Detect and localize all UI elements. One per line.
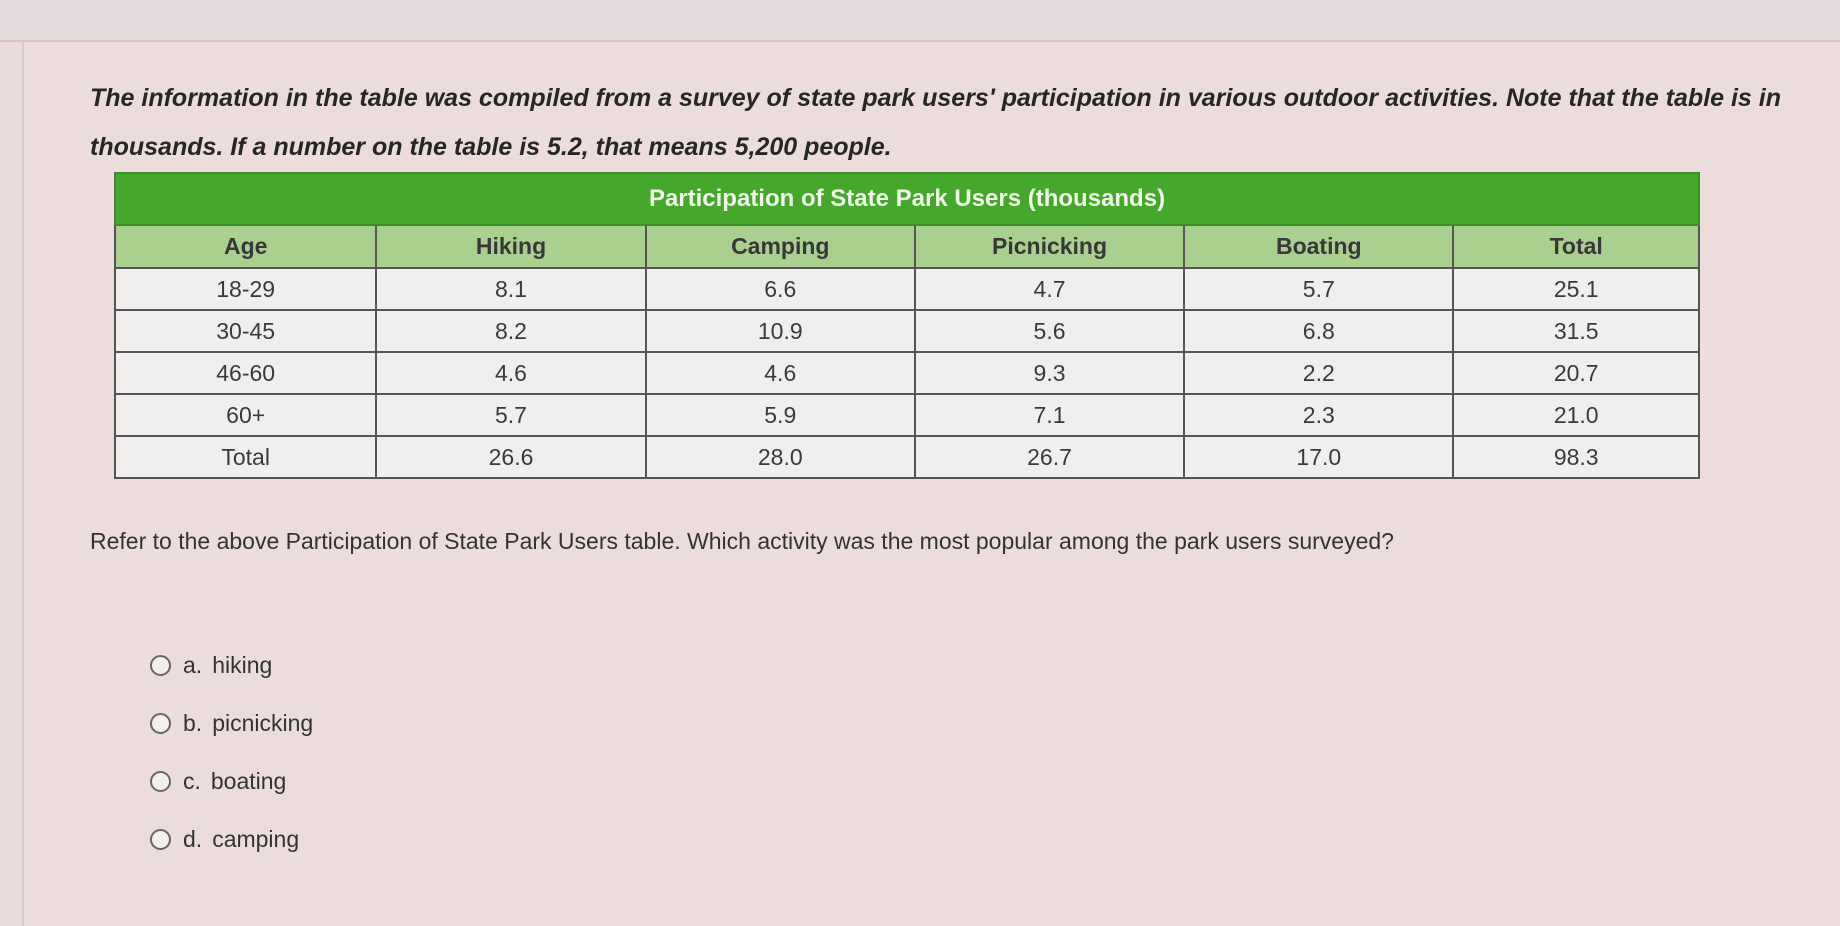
column-header: Total xyxy=(1452,224,1700,269)
table-cell: 5.9 xyxy=(644,393,916,437)
table-cell: 25.1 xyxy=(1452,267,1700,311)
table-title: Participation of State Park Users (thous… xyxy=(114,172,1700,226)
table-cell: 4.6 xyxy=(375,351,647,395)
table-cell: 5.7 xyxy=(375,393,647,437)
answer-option[interactable]: d. camping xyxy=(150,826,299,853)
table-cell: 21.0 xyxy=(1452,393,1700,437)
table-row: 18-29 8.1 6.6 4.7 5.7 25.1 xyxy=(113,267,1700,311)
option-label: boating xyxy=(210,768,287,794)
table-cell: 9.3 xyxy=(913,351,1186,395)
table-cell: 7.1 xyxy=(913,393,1186,437)
radio-button[interactable] xyxy=(150,771,171,792)
column-header: Camping xyxy=(644,224,916,269)
option-letter: a. xyxy=(183,652,203,678)
participation-table: Participation of State Park Users (thous… xyxy=(113,172,1700,479)
table-cell: 31.5 xyxy=(1452,309,1700,353)
table-cell: 98.3 xyxy=(1452,435,1700,479)
answer-option[interactable]: c. boating xyxy=(150,768,286,795)
table-row: 30-45 8.2 10.9 5.6 6.8 31.5 xyxy=(113,309,1700,353)
table-row: Total 26.6 28.0 26.7 17.0 98.3 xyxy=(113,435,1700,479)
option-letter: d. xyxy=(183,826,203,852)
table-cell: 10.9 xyxy=(644,309,916,353)
option-label: picnicking xyxy=(212,710,314,736)
option-letter: b. xyxy=(183,710,203,736)
table-cell: 4.7 xyxy=(913,267,1186,311)
table-cell: 8.1 xyxy=(375,267,647,311)
answer-option[interactable]: b. picnicking xyxy=(150,710,313,737)
table-row: 46-60 4.6 4.6 9.3 2.2 20.7 xyxy=(113,351,1700,395)
radio-button[interactable] xyxy=(150,829,171,850)
table-cell: 20.7 xyxy=(1452,351,1700,395)
radio-button[interactable] xyxy=(150,713,171,734)
column-header: Picnicking xyxy=(913,224,1186,269)
radio-button[interactable] xyxy=(150,655,171,676)
table-cell: 6.6 xyxy=(644,267,916,311)
table-cell: 28.0 xyxy=(644,435,916,479)
answer-option[interactable]: a. hiking xyxy=(150,652,272,679)
option-letter: c. xyxy=(183,768,201,794)
column-header: Age xyxy=(113,224,378,269)
top-band xyxy=(0,0,1840,42)
table-cell: 5.7 xyxy=(1183,267,1455,311)
table-cell: 30-45 xyxy=(113,309,378,353)
column-header: Boating xyxy=(1183,224,1455,269)
table-cell: 46-60 xyxy=(113,351,378,395)
table-cell: 17.0 xyxy=(1183,435,1455,479)
table-cell: Total xyxy=(113,435,378,479)
table-cell: 2.2 xyxy=(1183,351,1455,395)
table-cell: 2.3 xyxy=(1183,393,1455,437)
option-label: hiking xyxy=(212,652,273,678)
table-cell: 26.7 xyxy=(913,435,1186,479)
table-cell: 60+ xyxy=(113,393,378,437)
column-header: Hiking xyxy=(375,224,647,269)
table-cell: 4.6 xyxy=(644,351,916,395)
option-label: camping xyxy=(212,826,300,852)
table-cell: 5.6 xyxy=(913,309,1186,353)
intro-text: The information in the table was compile… xyxy=(90,84,1782,161)
table-cell: 8.2 xyxy=(375,309,647,353)
table-cell: 18-29 xyxy=(113,267,378,311)
question-text: Refer to the above Participation of Stat… xyxy=(90,528,1394,554)
table-cell: 6.8 xyxy=(1183,309,1455,353)
table-cell: 26.6 xyxy=(375,435,647,479)
table-row: 60+ 5.7 5.9 7.1 2.3 21.0 xyxy=(113,393,1700,437)
